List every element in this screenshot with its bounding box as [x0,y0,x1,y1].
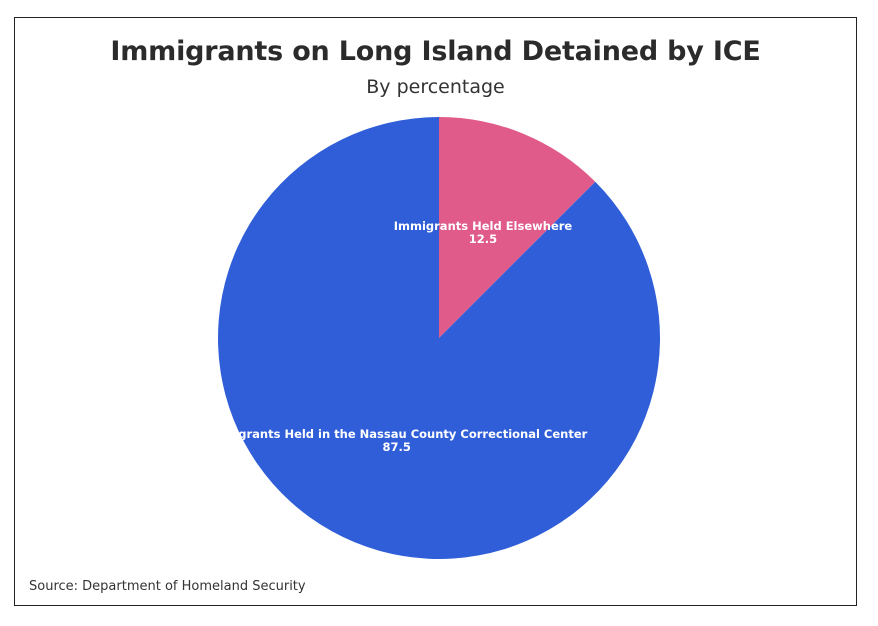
chart-frame: Immigrants on Long Island Detained by IC… [14,17,857,606]
slice-label-value-2: 87.5 [383,440,411,454]
pie-slice-2 [217,117,660,559]
slice-label-value-1: 12.5 [469,232,497,246]
slice-label-name-2: Immigrants Held in the Nassau County Cor… [206,427,588,441]
source-note: Source: Department of Homeland Security [29,579,306,594]
pie-slices [217,117,660,559]
chart-subtitle: By percentage [366,76,505,98]
pie-slice-1 [439,117,596,338]
chart-title: Immigrants on Long Island Detained by IC… [110,36,761,67]
slice-label-name-1: Immigrants Held Elsewhere [394,219,573,233]
